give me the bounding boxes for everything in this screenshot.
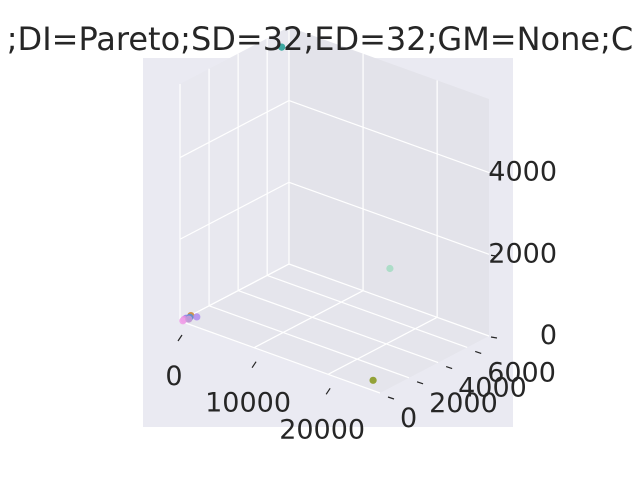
z-tick-label: 0: [540, 320, 557, 351]
data-point: [179, 317, 187, 325]
back-pane: [289, 27, 489, 336]
data-points: [179, 43, 394, 384]
x-tick-label: 20000: [279, 414, 365, 445]
z-tick-label: 4000: [488, 157, 557, 188]
data-point: [193, 313, 201, 321]
x-tick-label: 0: [165, 361, 182, 392]
y-tick-label: 2000: [429, 388, 498, 419]
grid-lines: [179, 27, 490, 394]
x-tick-mark: [177, 334, 183, 342]
x-tick-mark: [325, 388, 331, 395]
grid-line-y-floor: [208, 305, 410, 379]
x-tick-mark: [251, 361, 257, 368]
grid-line-y-floor: [237, 290, 439, 364]
data-point: [386, 264, 394, 273]
grid-line-z-left: [179, 181, 290, 240]
grid-line-y-floor: [179, 320, 381, 394]
z-tick-mark: [490, 336, 498, 339]
data-point: [185, 315, 193, 323]
grid-line-z-back: [288, 99, 490, 174]
chart-title: ;DI=Pareto;SD=32;ED=32;GM=None;C: [7, 20, 633, 58]
z-tick-label: 2000: [488, 238, 557, 269]
grid-line-z-left: [179, 263, 290, 322]
left-pane: [180, 27, 289, 321]
grid-line-z-back: [288, 181, 490, 255]
y-tick-mark: [445, 366, 453, 370]
axis-panes: [180, 27, 489, 393]
y-tick-mark: [416, 381, 424, 385]
data-point: [278, 43, 286, 51]
grid-line-z-left: [179, 100, 290, 159]
y-tick-mark: [475, 350, 482, 354]
y-tick-label: 4000: [458, 373, 527, 404]
x-tick-label: 10000: [205, 388, 291, 419]
grid-line-x-floor: [253, 290, 364, 349]
y-tick-label: 0: [400, 403, 417, 434]
grid-line-y-floor: [266, 274, 468, 348]
grid-line-z-back: [288, 263, 490, 337]
floor-pane: [180, 264, 489, 393]
y-tick-label: 6000: [487, 357, 556, 388]
z-tick-mark: [490, 172, 498, 176]
data-point: [369, 376, 377, 384]
z-tick-mark: [490, 254, 498, 257]
y-tick-mark: [387, 396, 395, 400]
grid-line-x-floor: [327, 316, 438, 375]
tick-marks: [177, 172, 498, 400]
